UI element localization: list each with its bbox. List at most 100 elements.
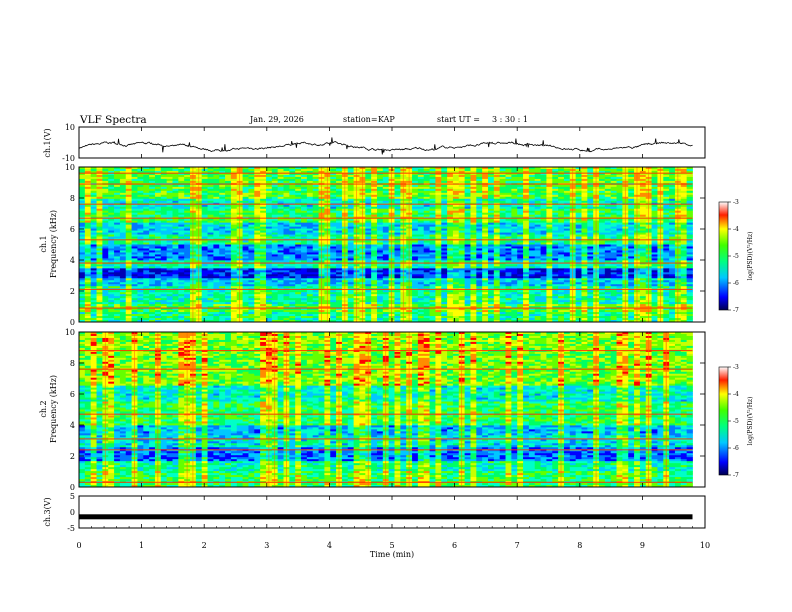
ch1-spectrogram-cell <box>552 172 559 176</box>
ch1-spectrogram-cell <box>301 208 308 212</box>
ch1-spectrogram-cell <box>137 252 144 255</box>
ch1-spectrogram-cell <box>219 210 226 214</box>
ch1-spectrogram-cell <box>201 178 208 182</box>
ch1-spectrogram-cell <box>347 240 354 243</box>
ch1-spectrogram-cell <box>423 250 430 253</box>
ch1-spectrogram-cell <box>96 198 103 202</box>
ch1-spectrogram-cell <box>412 194 419 198</box>
ch1-spectrogram-cell <box>312 242 319 245</box>
ch1-spectrogram-cell <box>639 250 647 253</box>
ch1-spectrogram-cell <box>394 178 401 182</box>
ch1-spectrogram-cell <box>499 167 506 170</box>
ch1-spectrogram-cell <box>534 168 541 172</box>
ch1-spectrogram-cell <box>289 176 296 180</box>
ch1-spectrogram-cell <box>260 236 267 239</box>
ch1-spectrogram-cell <box>184 222 191 226</box>
ch1-spectrogram-cell <box>271 248 279 251</box>
ch1-spectrogram-cell <box>423 212 430 216</box>
ch1-spectrogram-cell <box>119 244 127 247</box>
ch1-spectrogram-cell <box>563 170 571 174</box>
ch1-spectrogram-cell <box>265 200 273 204</box>
ch1-spectrogram-cell <box>616 196 623 200</box>
ch1-spectrogram-cell <box>254 194 261 198</box>
ch1-spectrogram-cell <box>90 222 97 226</box>
ch1-spectrogram-cell <box>476 226 483 230</box>
ch1-spectrogram-cell <box>219 190 226 194</box>
ch1-spectrogram-cell <box>686 206 693 210</box>
ch1-spectrogram-cell <box>476 252 483 255</box>
ch1-spectrogram-cell <box>382 232 390 235</box>
ch1-spectrogram-cell <box>184 172 191 176</box>
ch1-spectrogram-cell <box>184 250 191 253</box>
ch1-spectrogram-cell <box>546 172 553 176</box>
ch1-spectrogram-cell <box>336 198 343 202</box>
ch1-spectrogram-cell <box>528 174 536 178</box>
ch1-spectrogram-cell <box>417 190 425 194</box>
ch1-spectrogram-cell <box>347 178 354 182</box>
ch1-spectrogram-cell <box>225 246 232 249</box>
ch1-spectrogram-cell <box>306 186 314 190</box>
ch1-spectrogram-cell <box>283 188 290 192</box>
ch1-spectrogram-cell <box>154 232 162 235</box>
ch1-spectrogram-cell <box>651 170 658 174</box>
ch1-spectrogram-cell <box>166 212 173 216</box>
ch1-spectrogram-cell <box>669 174 676 178</box>
ch1-spectrogram-cell <box>137 222 144 226</box>
ch1-spectrogram-cell <box>301 196 308 200</box>
ch1-spectrogram-cell <box>108 242 115 245</box>
ch1-spectrogram-cell <box>581 208 588 212</box>
ch1-spectrogram-cell <box>277 242 284 245</box>
ch1-spectrogram-cell <box>447 256 454 259</box>
ch1-spectrogram-cell <box>487 256 495 259</box>
ch1-spectrogram-cell <box>528 258 536 261</box>
ch1-spectrogram-cell <box>166 232 173 235</box>
ch1-spectrogram-cell <box>131 178 138 182</box>
ch1-spectrogram-cell <box>540 210 547 214</box>
ch1-spectrogram-cell <box>575 180 582 184</box>
ch1-spectrogram-cell <box>137 234 144 237</box>
ch1-spectrogram-cell <box>417 168 425 172</box>
ch1-spectrogram-cell <box>680 220 688 224</box>
ch1-spectrogram-cell <box>96 248 103 251</box>
ch1-spectrogram-cell <box>639 252 647 255</box>
ch1-spectrogram-cell <box>429 220 436 224</box>
ch1-spectrogram-cell <box>306 232 314 235</box>
ch1-spectrogram-cell <box>464 244 471 247</box>
ch1-spectrogram-cell <box>207 256 214 259</box>
ch1-spectrogram-cell <box>283 256 290 259</box>
ch1-spectrogram-cell <box>511 208 518 212</box>
ch1-spectrogram-cell <box>534 208 541 212</box>
ch1-spectrogram-cell <box>219 192 226 196</box>
ch1-spectrogram-cell <box>254 256 261 259</box>
ch1-spectrogram-cell <box>511 258 518 261</box>
ch1-spectrogram-cell <box>470 234 477 237</box>
ch1-spectrogram-cell <box>552 236 559 239</box>
ch1-spectrogram-cell <box>616 256 623 259</box>
ch1-spectrogram-cell <box>289 224 296 228</box>
ch1-spectrogram-cell <box>517 170 524 174</box>
ch1-spectrogram-cell <box>464 194 471 198</box>
ch1-spectrogram-cell <box>523 254 530 257</box>
ch1-spectrogram-cell <box>604 186 612 190</box>
ch1-spectrogram-cell <box>563 252 571 255</box>
ch1-spectrogram-cell <box>394 242 401 245</box>
ch1-spectrogram-cell <box>271 194 279 198</box>
ch1-spectrogram-cell <box>528 250 536 253</box>
ch1-spectrogram-cell <box>301 184 308 188</box>
ch1-spectrogram-cell <box>587 168 594 172</box>
ch1-spectrogram-cell <box>558 204 565 208</box>
ch1-spectrogram-cell <box>248 208 255 212</box>
ch1-spectrogram-cell <box>108 232 115 235</box>
ch1-spectrogram-cell <box>108 228 115 231</box>
ch1-spectrogram-cell <box>347 236 354 239</box>
ch1-spectrogram-cell <box>669 176 676 180</box>
ch1-spectrogram-cell <box>686 248 693 251</box>
ch1-spectrogram-cell <box>149 210 156 214</box>
ch1-spectrogram-cell <box>154 176 162 180</box>
ch1-spectrogram-cell <box>476 184 483 188</box>
ch1-spectrogram-cell <box>429 236 436 239</box>
ch1-spectrogram-cell <box>686 220 693 224</box>
ch1-spectrogram-cell <box>178 242 185 245</box>
ch1-spectrogram-cell <box>669 248 676 251</box>
ch1-spectrogram-cell <box>119 248 127 251</box>
